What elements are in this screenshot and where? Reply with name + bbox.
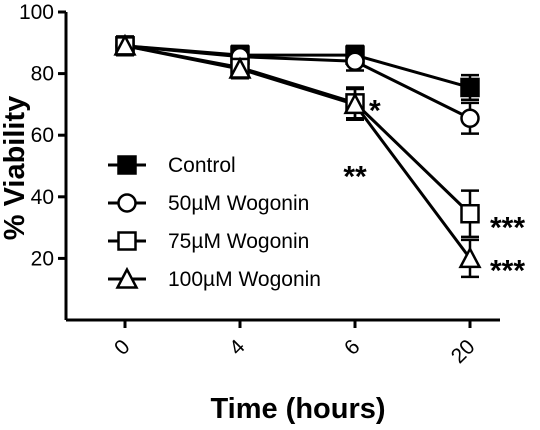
series-lines bbox=[124, 44, 472, 260]
legend-label: 75µM Wogonin bbox=[168, 230, 309, 253]
series-layer bbox=[113, 33, 482, 279]
y-tick-label: 60 bbox=[31, 124, 54, 147]
data-point bbox=[345, 51, 365, 72]
legend-label: 100µM Wogonin bbox=[168, 268, 321, 291]
x-axis-title: Time (hours) bbox=[210, 393, 385, 425]
legend: Control 50µM Wogonin 75µM Wogonin 100µM Wog… bbox=[108, 154, 321, 291]
data-point bbox=[343, 92, 367, 115]
legend-item: 50µM Wogonin bbox=[108, 192, 309, 215]
x-tick-label: 4 bbox=[225, 335, 250, 360]
significance-annotation: * bbox=[369, 94, 381, 127]
legend-item: Control bbox=[108, 154, 236, 177]
data-point bbox=[460, 108, 480, 129]
significance-annotation: ** bbox=[343, 161, 367, 194]
legend-item: 75µM Wogonin bbox=[108, 230, 309, 253]
significance-annotation: *** bbox=[490, 254, 525, 287]
y-tick-label: 40 bbox=[31, 186, 54, 209]
data-point bbox=[458, 246, 482, 269]
y-tick-label: 20 bbox=[31, 247, 54, 270]
data-point bbox=[460, 203, 480, 224]
significance-annotation: *** bbox=[490, 211, 525, 244]
x-tick-label: 0 bbox=[110, 335, 135, 360]
legend-marker bbox=[117, 231, 137, 251]
annotations: ********* bbox=[343, 94, 525, 287]
data-point bbox=[460, 77, 480, 98]
y-tick-label: 100 bbox=[19, 1, 54, 24]
x-tick-label: 6 bbox=[340, 335, 365, 360]
legend-label: Control bbox=[168, 154, 236, 177]
y-axis-title: % Viability bbox=[0, 96, 31, 241]
legend-marker bbox=[115, 266, 139, 289]
y-tick-label: 80 bbox=[31, 63, 54, 86]
legend-label: 50µM Wogonin bbox=[168, 192, 309, 215]
data-point bbox=[113, 33, 137, 56]
series-markers bbox=[113, 33, 482, 269]
x-tick-label: 20 bbox=[447, 335, 480, 368]
legend-item: 100µM Wogonin bbox=[108, 266, 321, 291]
legend-marker bbox=[117, 155, 137, 175]
series-line-100-m-wogonin bbox=[124, 44, 472, 260]
series-line-50-m-wogonin bbox=[124, 44, 471, 120]
data-point bbox=[228, 56, 252, 79]
legend-marker bbox=[117, 193, 137, 213]
